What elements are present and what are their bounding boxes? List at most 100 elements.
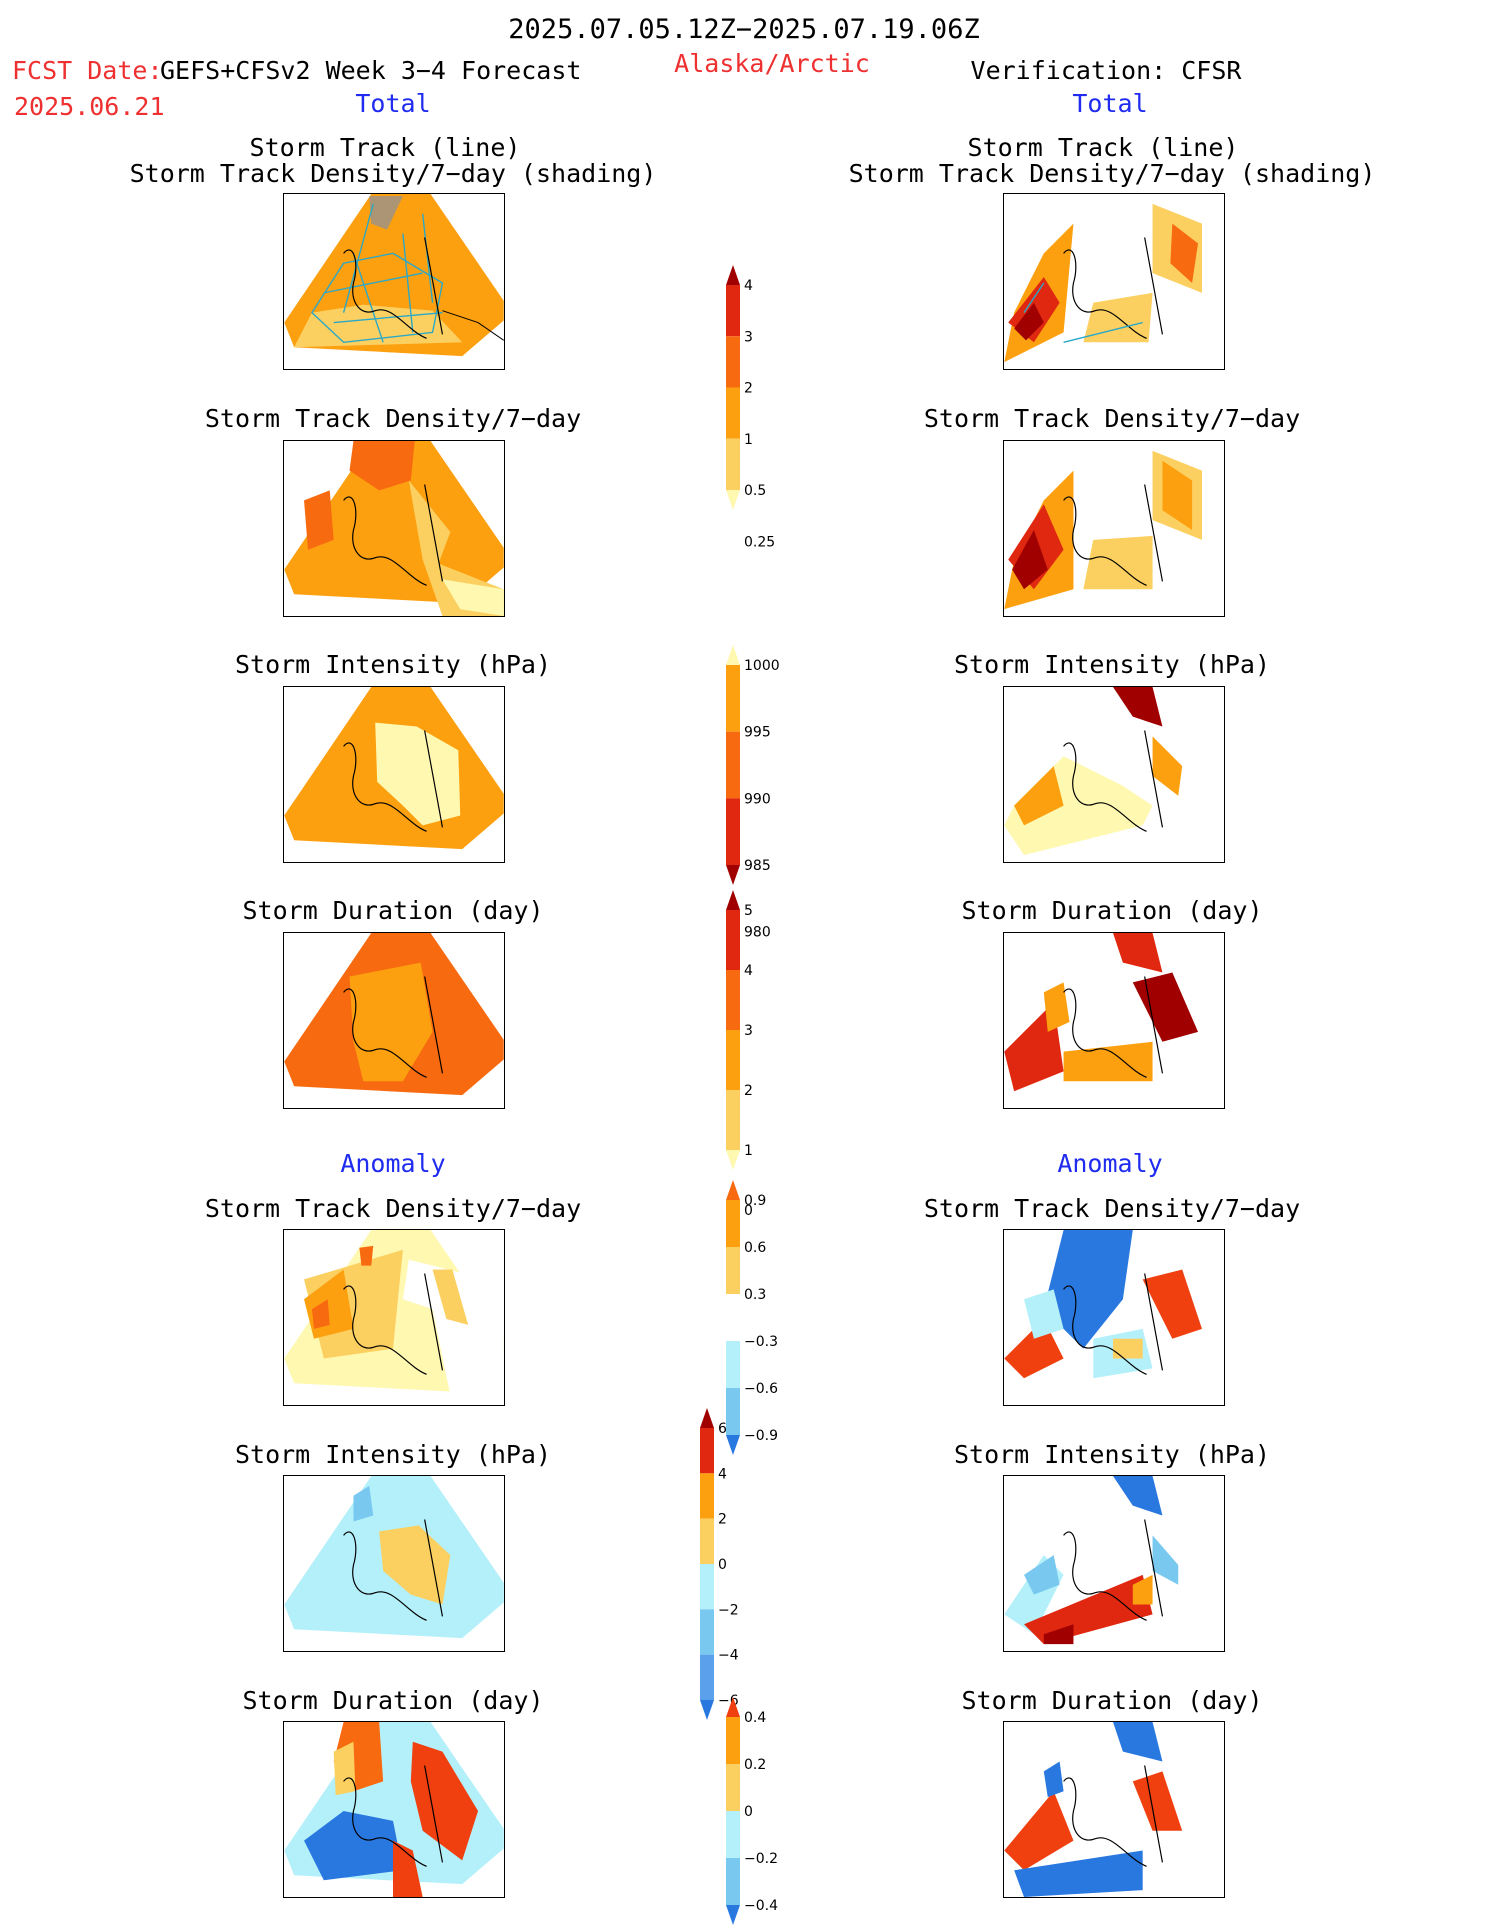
colorbar-segment [700,1408,714,1428]
colorbar-segment [726,387,740,439]
colorbar-tick-label: 0.5 [744,483,766,499]
colorbar-track-density-total: 4 3 2 1 0.5 0.25 [726,265,796,550]
colorbar-duration-anomaly: 0.4 0.2 0 −0.2 −0.4 [726,1697,796,1929]
colorbar-segment [726,490,740,510]
colorbar-tick-label: −4 [718,1648,739,1664]
colorbar-density-anomaly: 0.9 0.6 0.3 −0.3 −0.6 −0.9 [726,1180,796,1459]
colorbar-segment [726,970,740,1030]
title-duration-left: Storm Duration (day) [242,896,544,925]
title-duration-anom-right: Storm Duration (day) [961,1686,1263,1715]
colorbar-tick-label: 0 [744,1804,753,1820]
colorbar-segment [700,1700,714,1720]
map-duration-anom-verification [1003,1721,1225,1898]
colorbar-segment [726,645,740,665]
colorbar-segment [726,890,740,910]
title-density-right: Storm Track Density/7−day [923,404,1301,433]
colorbar-segment [726,1180,740,1200]
map-density-verification [1003,440,1225,617]
section-total-left: Total [355,89,431,118]
map-density-anom-forecast [283,1229,505,1406]
colorbar-tick-label: 0.25 [744,534,775,550]
title-track-line-right: Storm Track (line) [967,133,1239,162]
colorbar-segment [726,910,740,970]
region-label: Alaska/Arctic [674,49,870,78]
colorbar-tick-label: 0.6 [744,1240,766,1256]
title-intensity-anom-left: Storm Intensity (hPa) [234,1440,552,1469]
map-density-forecast [283,440,505,617]
colorbar-segment [726,798,740,865]
period-title: 2025.07.05.12Z−2025.07.19.06Z [508,14,980,45]
colorbar-segment [700,1428,714,1474]
colorbar-tick-label: 1 [744,432,753,448]
colorbar-segment [726,1858,740,1905]
verification-label: Verification: CFSR [970,56,1242,85]
fcst-date-label: FCST Date: [12,56,163,85]
colorbar-segment [726,1905,740,1925]
colorbar-segment [726,731,740,799]
colorbar-tick-label: 995 [744,725,771,741]
colorbar-tick-label: 4 [744,278,753,294]
colorbar-tick-label: −0.9 [744,1428,778,1444]
colorbar-segment [726,1764,740,1811]
colorbar-tick-label: −0.4 [744,1898,778,1914]
title-duration-anom-left: Storm Duration (day) [242,1686,544,1715]
colorbar-segment [700,1654,714,1700]
map-duration-anom-forecast [283,1721,505,1898]
colorbar-tick-label: −0.6 [744,1381,778,1397]
colorbar-tick-label: 2 [744,381,753,397]
colorbar-tick-label: −0.2 [744,1851,778,1867]
colorbar-segment [726,1811,740,1858]
colorbar-tick-label: 2 [744,1083,753,1099]
colorbar-tick-label: 0.4 [744,1710,766,1726]
colorbar-tick-label: 0.3 [744,1287,766,1303]
map-track-forecast [283,193,505,370]
colorbar-segment [726,665,740,732]
map-track-verification [1003,193,1225,370]
map-intensity-anom-verification [1003,1475,1225,1652]
colorbar-tick-label: 5 [744,903,753,919]
colorbar-intensity-total: 1000 995 990 985 980 [726,645,796,941]
section-anomaly-right: Anomaly [1057,1149,1163,1178]
colorbar-tick-label: 985 [744,858,771,874]
colorbar-duration-total: 5 4 3 2 1 0 [726,890,796,1219]
map-intensity-forecast [283,686,505,863]
map-duration-verification [1003,932,1225,1109]
colorbar-tick-label: 3 [744,1023,753,1039]
colorbar-tick-label: 4 [744,963,753,979]
colorbar-segment [726,1697,740,1717]
colorbar-intensity-total-svg: 1000 995 990 985 980 [726,645,780,941]
colorbar-tick-label: 2 [718,1512,727,1528]
colorbar-track-density-total-svg: 4 3 2 1 0.5 0.25 [726,265,775,550]
colorbar-intensity-anomaly: 6 4 2 0 −2 −4 −6 [700,1408,770,1724]
title-track-shading-left: Storm Track Density/7−day (shading) [129,159,657,188]
map-duration-forecast [283,932,505,1109]
title-duration-right: Storm Duration (day) [961,896,1263,925]
colorbar-segment [726,1717,740,1764]
colorbar-tick-label: 6 [718,1421,727,1437]
title-intensity-left: Storm Intensity (hPa) [234,650,552,679]
colorbar-tick-label: 0.9 [744,1193,766,1209]
colorbar-tick-label: 0 [718,1557,727,1573]
colorbar-tick-label: 0.2 [744,1757,766,1773]
title-intensity-anom-right: Storm Intensity (hPa) [953,1440,1271,1469]
section-total-right: Total [1072,89,1148,118]
colorbar-segment [726,1090,740,1150]
map-intensity-anom-forecast [283,1475,505,1652]
colorbar-segment [726,1030,740,1090]
colorbar-segment [726,285,740,337]
colorbar-segment [726,1435,740,1455]
title-density-left: Storm Track Density/7−day [204,404,582,433]
colorbar-segment [700,1609,714,1655]
section-anomaly-left: Anomaly [340,1149,446,1178]
title-intensity-right: Storm Intensity (hPa) [953,650,1271,679]
colorbar-segment [726,865,740,885]
colorbar-tick-label: −0.3 [744,1334,778,1350]
colorbar-tick-label: 1000 [744,658,780,674]
title-track-shading-right: Storm Track Density/7−day (shading) [848,159,1376,188]
colorbar-segment [726,1294,740,1341]
map-density-anom-verification [1003,1229,1225,1406]
colorbar-tick-label: 4 [718,1466,727,1482]
colorbar-segment [726,1341,740,1388]
colorbar-tick-label: −2 [718,1602,739,1618]
